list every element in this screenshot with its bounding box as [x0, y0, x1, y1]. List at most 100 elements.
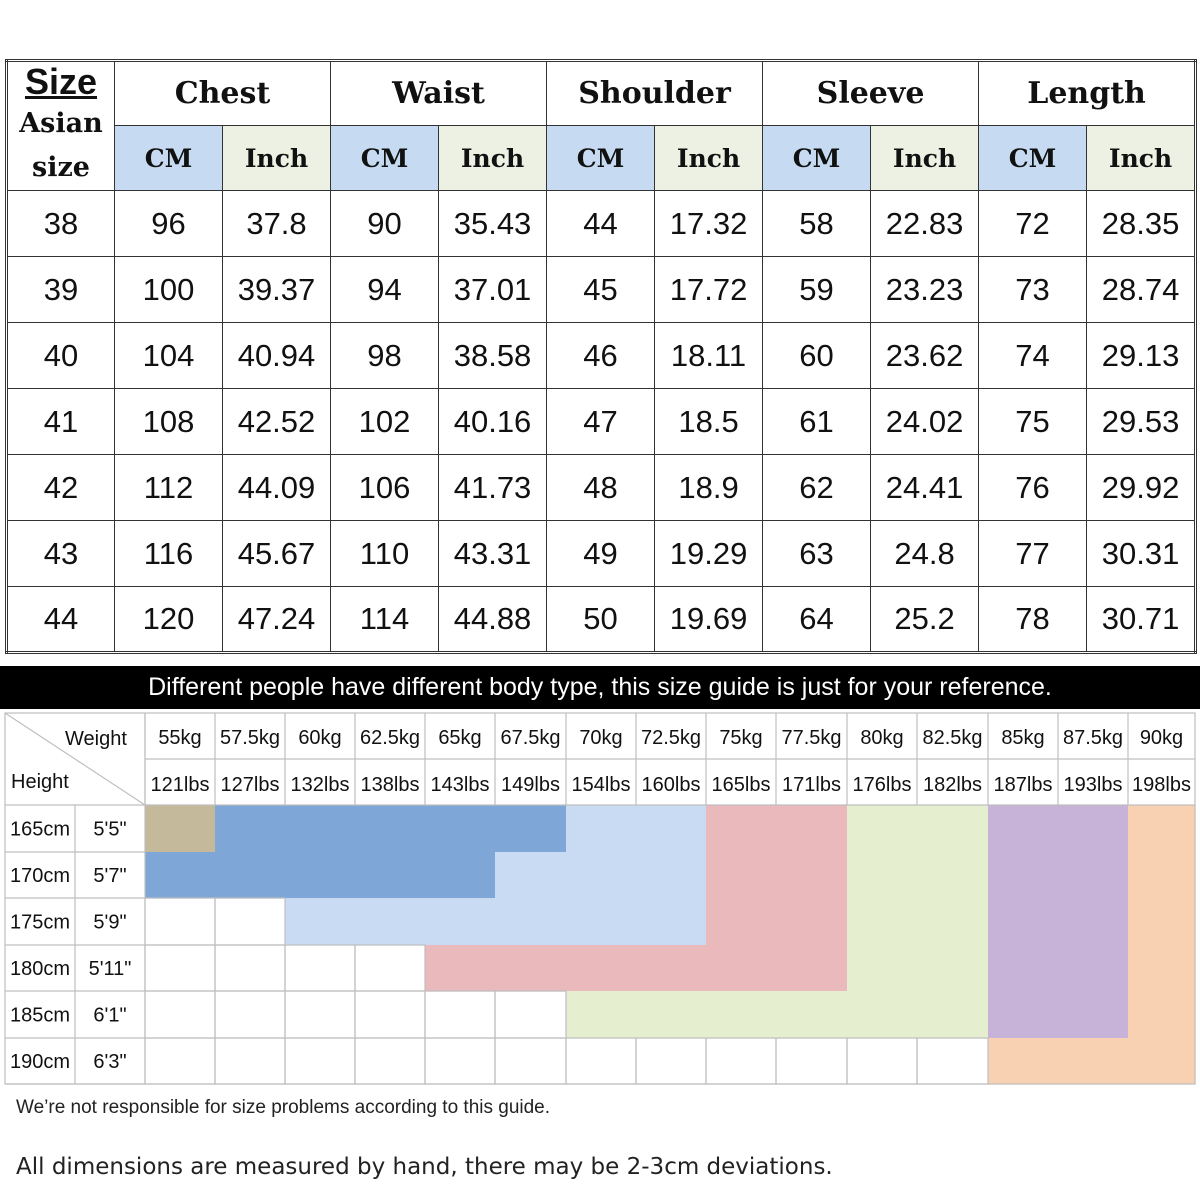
measurement-cell: 77	[978, 520, 1088, 587]
height-cm-label: 175cm	[10, 912, 70, 934]
size-zone-cell	[847, 991, 918, 1039]
height-ft-label: 6'1"	[93, 1005, 126, 1027]
table-row: 38 96 37.8 90 35.43 44 17.32 58 22.83 72 28.35	[6, 190, 1197, 257]
size-zone-cell	[566, 805, 637, 853]
size-zone-cell	[495, 945, 567, 992]
size-zone-cell	[636, 945, 707, 992]
measurement-cell: 94	[330, 256, 439, 323]
grid-cell	[775, 1037, 848, 1085]
grid-cell	[214, 897, 286, 946]
measurement-cell: 104	[114, 322, 223, 389]
weight-lbs-label: 198lbs	[1132, 774, 1191, 796]
size-zone-cell	[636, 991, 707, 1039]
size-zone-cell	[1128, 852, 1196, 899]
size-cell: 39	[6, 256, 115, 323]
measurement-cell: 45.67	[222, 520, 331, 587]
measurement-cell: 75	[978, 388, 1088, 455]
size-header-cell: Size Asian size	[6, 60, 115, 191]
measurement-cell: 44.88	[437, 586, 548, 653]
length-header: Length	[978, 60, 1197, 126]
size-zone-cell	[566, 852, 637, 899]
size-zone-cell	[776, 852, 848, 899]
disclaimer-note: We’re not responsible for size problems …	[16, 1097, 551, 1118]
measurement-cell: 28.35	[1086, 190, 1197, 257]
measurement-cell: 47.24	[222, 586, 331, 653]
grid-cell	[705, 1037, 777, 1085]
size-zone-cell	[566, 991, 637, 1039]
size-cell: 41	[6, 388, 115, 455]
measurement-cell: 62	[762, 454, 872, 521]
size-zone-cell	[917, 991, 989, 1039]
size-zone-cell	[425, 805, 496, 853]
corner-diagonal	[4, 712, 146, 806]
shoulder-cm-header: CM	[546, 125, 656, 191]
measurement-cell: 39.37	[222, 256, 331, 323]
measurement-cell: 102	[330, 388, 439, 455]
measurement-cell: 24.41	[870, 454, 980, 521]
weight-kg-label: 80kg	[860, 727, 903, 749]
weight-lbs-label: 149lbs	[501, 774, 560, 796]
weight-kg-label: 72.5kg	[641, 727, 701, 749]
weight-kg-label: 60kg	[298, 727, 341, 749]
measurement-cell: 64	[762, 586, 872, 653]
measurement-cell: 47	[546, 388, 656, 455]
weight-kg-label: 55kg	[158, 727, 201, 749]
measurement-cell: 40.94	[222, 322, 331, 389]
grid-cell	[214, 1037, 286, 1085]
size-zone-cell	[425, 945, 496, 992]
grid-cell	[284, 990, 356, 1039]
size-zone-cell	[847, 805, 918, 853]
size-zone-cell	[495, 852, 567, 899]
size-zone-cell	[706, 805, 777, 853]
height-cm-label: 180cm	[10, 958, 70, 980]
size-zone-cell	[1128, 991, 1196, 1039]
measurement-cell: 35.43	[437, 190, 548, 257]
measurement-cell: 96	[114, 190, 223, 257]
size-zone-cell	[988, 945, 1059, 992]
measurement-note: All dimensions are measured by hand, the…	[16, 1154, 833, 1180]
size-zone-cell	[1128, 805, 1196, 853]
size-cell: 44	[6, 586, 115, 653]
size-cell: 42	[6, 454, 115, 521]
weight-kg-label: 62.5kg	[360, 727, 420, 749]
measurement-cell: 43.31	[437, 520, 548, 587]
height-ft-label: 5'7"	[93, 865, 126, 887]
measurement-cell: 19.69	[654, 586, 764, 653]
size-zone-cell	[847, 898, 918, 946]
measurement-cell: 50	[546, 586, 656, 653]
weight-kg-label: 57.5kg	[220, 727, 280, 749]
grid-cell	[916, 1037, 989, 1085]
size-zone-cell	[988, 991, 1059, 1039]
measurement-cell: 40.16	[437, 388, 548, 455]
size-zone-cell	[917, 805, 989, 853]
measurement-cell: 58	[762, 190, 872, 257]
grid-cell	[354, 990, 426, 1039]
asian-size-label: Asian size	[19, 108, 103, 183]
measurement-cell: 22.83	[870, 190, 980, 257]
size-zone-cell	[776, 945, 848, 992]
weight-lbs-label: 132lbs	[291, 774, 350, 796]
measurement-cell: 44.09	[222, 454, 331, 521]
measurement-cell: 42.52	[222, 388, 331, 455]
measurement-cell: 37.01	[437, 256, 548, 323]
size-zone-cell	[285, 805, 356, 853]
grid-cell	[354, 944, 426, 992]
size-zone-cell	[1058, 945, 1129, 992]
waist-cm-header: CM	[330, 125, 439, 191]
weight-lbs-label: 160lbs	[642, 774, 701, 796]
size-zone-cell	[425, 852, 496, 899]
grid-cell	[494, 1037, 567, 1085]
weight-kg-label: 82.5kg	[922, 727, 982, 749]
table-row: 42 112 44.09 106 41.73 48 18.9 62 24.41 76 29.92	[6, 454, 1197, 521]
measurement-cell: 78	[978, 586, 1088, 653]
shoulder-header: Shoulder	[546, 60, 764, 126]
size-zone-cell	[355, 852, 426, 899]
grid-cell	[494, 990, 567, 1039]
weight-lbs-label: 176lbs	[853, 774, 912, 796]
table-row: 43 116 45.67 110 43.31 49 19.29 63 24.8 77 30.31	[6, 520, 1197, 587]
weight-lbs-label: 171lbs	[782, 774, 841, 796]
waist-header: Waist	[329, 60, 548, 126]
measurement-cell: 59	[762, 256, 872, 323]
size-title: Size	[24, 61, 98, 102]
size-zone-cell	[636, 898, 707, 946]
